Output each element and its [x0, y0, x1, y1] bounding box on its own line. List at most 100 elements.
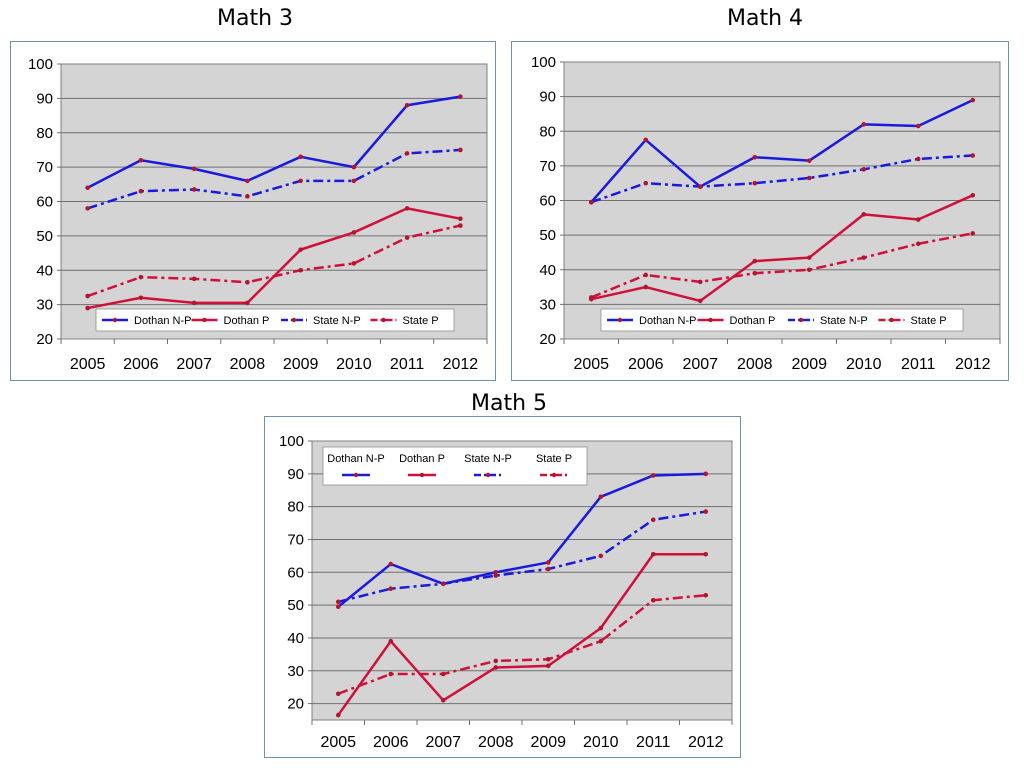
y-tick-label: 70	[539, 158, 556, 175]
legend-marker	[353, 472, 359, 478]
x-tick-label: 2011	[390, 356, 425, 373]
data-point	[458, 94, 463, 99]
data-point	[298, 178, 303, 184]
data-point	[404, 206, 410, 211]
series-line-state-p	[590, 232, 973, 299]
data-point	[458, 216, 463, 221]
legend-label: Dothan P	[399, 453, 445, 465]
data-point	[697, 184, 703, 189]
x-tick-label: 2012	[955, 356, 991, 373]
x-tick-label: 2010	[583, 734, 619, 751]
y-tick-label: 90	[36, 90, 53, 107]
x-tick-label: 2009	[283, 356, 319, 373]
legend-label: State P	[911, 315, 947, 327]
data-point	[298, 154, 303, 160]
x-tick-label: 2007	[682, 356, 718, 373]
y-tick-label: 100	[279, 433, 304, 450]
y-tick-label: 20	[36, 331, 53, 348]
legend-marker	[202, 317, 207, 323]
y-tick-label: 40	[539, 262, 556, 279]
legend-marker	[485, 472, 491, 478]
y-tick-label: 80	[36, 125, 53, 142]
data-point	[245, 300, 250, 306]
legend-marker	[419, 472, 425, 478]
data-point	[650, 473, 656, 478]
data-point	[861, 122, 867, 127]
y-tick-label: 20	[287, 696, 304, 713]
data-point	[404, 151, 410, 156]
data-point	[335, 604, 341, 610]
y-tick-label: 90	[539, 89, 556, 106]
series-line-dothan-n-p	[87, 95, 461, 189]
y-tick-label: 100	[28, 56, 53, 73]
data-point	[861, 212, 867, 217]
chart-title-math4: Math 4	[726, 6, 804, 31]
data-point	[245, 194, 250, 199]
data-point	[440, 698, 446, 703]
data-point	[440, 581, 446, 587]
legend-marker	[551, 472, 557, 478]
data-point	[598, 638, 604, 644]
series-line-state-p	[337, 594, 706, 695]
chart-frame-math3: 20 30 40 50 60 70 80 90 100 2005 2006 2007 2008 2009 2…	[10, 41, 496, 381]
y-tick-label: 20	[539, 331, 556, 348]
y-tick-label: 50	[36, 228, 53, 245]
data-point	[85, 206, 90, 211]
data-point	[752, 270, 758, 276]
data-point	[458, 223, 463, 228]
data-point	[703, 592, 709, 598]
y-tick-label: 70	[287, 531, 304, 548]
data-point	[351, 261, 357, 266]
data-point	[650, 517, 656, 523]
y-tick-label: 50	[287, 597, 304, 614]
y-tick-label: 60	[539, 193, 556, 210]
data-point	[861, 167, 867, 172]
data-point	[493, 658, 499, 664]
y-tick-label: 70	[36, 159, 53, 176]
legend-marker	[112, 317, 118, 323]
data-point	[545, 663, 551, 669]
y-tick-label: 30	[539, 296, 556, 313]
legend-marker	[889, 317, 894, 323]
legend-label: Dothan P	[224, 315, 270, 327]
y-tick-label: 80	[539, 123, 556, 140]
data-point	[493, 573, 499, 578]
plot-area	[311, 440, 733, 721]
data-point	[806, 255, 812, 260]
data-point	[703, 551, 709, 557]
data-point	[388, 638, 394, 644]
data-point	[191, 166, 197, 172]
data-point	[588, 296, 594, 302]
data-point	[351, 178, 357, 184]
legend-label: State P	[536, 453, 572, 465]
x-tick-label: 2012	[443, 356, 479, 373]
data-point	[388, 671, 394, 677]
chart-frame-math5: 20 30 40 50 60 70 80 90 100 2005 2006 2007 2008 2009 2…	[264, 416, 741, 758]
y-tick-label: 90	[287, 466, 304, 483]
legend-label: Dothan P	[730, 315, 776, 327]
data-point	[598, 494, 604, 500]
data-point	[138, 274, 144, 280]
chart-title-math5: Math 5	[470, 391, 548, 416]
data-point	[915, 156, 921, 162]
series-line-state-n-p	[590, 154, 973, 204]
data-point	[351, 230, 357, 235]
x-tick-label: 2009	[791, 356, 827, 373]
y-tick-label: 100	[531, 54, 556, 71]
data-point	[650, 551, 656, 557]
x-tick-label: 2008	[737, 356, 773, 373]
y-tick-label: 60	[287, 564, 304, 581]
data-point	[85, 293, 90, 299]
legend-label: Dothan N-P	[639, 315, 696, 327]
data-point	[752, 180, 758, 186]
x-tick-label: 2007	[425, 734, 461, 751]
data-point	[703, 509, 709, 514]
x-tick-label: 2009	[530, 734, 566, 751]
series-line-dothan-n-p	[337, 472, 706, 608]
data-point	[440, 671, 446, 677]
legend-box	[600, 308, 964, 332]
x-tick-label: 2008	[230, 356, 266, 373]
data-point	[806, 175, 812, 181]
data-point	[335, 691, 341, 697]
x-tick-label: 2008	[478, 734, 514, 751]
